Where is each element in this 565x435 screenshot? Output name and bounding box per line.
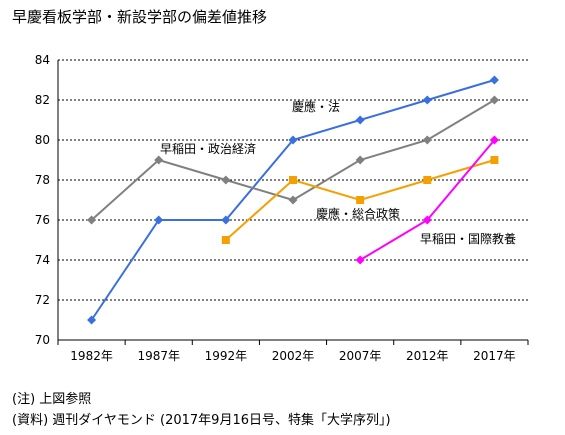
series-label: 早稲田・政治経済 [160, 141, 256, 156]
data-point [422, 135, 432, 145]
data-point [355, 155, 365, 165]
data-point [154, 215, 164, 225]
x-tick-label: 2017年 [473, 349, 516, 363]
y-tick-label: 80 [35, 133, 50, 147]
x-tick-label: 2002年 [272, 349, 315, 363]
data-point [423, 176, 432, 184]
data-point [489, 95, 499, 105]
data-point [288, 135, 298, 145]
data-point [489, 75, 499, 85]
x-tick-label: 2012年 [406, 349, 449, 363]
data-point [490, 156, 499, 164]
data-point [355, 115, 365, 125]
data-point [288, 195, 298, 205]
data-point [221, 215, 231, 225]
data-point [87, 215, 97, 225]
data-point [356, 196, 365, 204]
data-point [422, 215, 432, 225]
note-text: (注) 上図参照 [12, 392, 92, 407]
data-point [221, 236, 230, 244]
y-tick-label: 76 [35, 213, 50, 227]
chart-title: 早慶看板学部・新設学部の偏差値推移 [12, 8, 268, 26]
axes: 70 72 74 76 78 80 82 84 1982年 1987年 1992年 2002年 2007… [35, 53, 529, 363]
y-tick-label: 84 [35, 53, 50, 67]
x-tick-label: 1982年 [70, 349, 113, 363]
x-tick-label: 2007年 [339, 349, 382, 363]
data-point [221, 175, 231, 185]
y-tick-label: 78 [35, 173, 50, 187]
data-point [489, 135, 499, 145]
series-label: 早稲田・国際教養 [420, 231, 516, 246]
x-tick-label: 1992年 [205, 349, 248, 363]
data-point [422, 95, 432, 105]
data-point [289, 176, 297, 184]
series-label: 慶應・法 [292, 99, 340, 114]
series-label: 慶應・総合政策 [316, 206, 400, 221]
y-tick-label: 72 [35, 293, 50, 307]
y-tick-label: 70 [35, 333, 50, 347]
source-text: (資料) 週刊ダイヤモンド (2017年9月16日号、特集「大学序列」) [12, 413, 391, 428]
data-point [355, 255, 365, 265]
data-point [154, 155, 164, 165]
x-tick-label: 1987年 [137, 349, 180, 363]
y-tick-label: 74 [35, 253, 50, 267]
data-point [87, 315, 97, 325]
series-lines [87, 75, 499, 325]
y-tick-label: 82 [35, 93, 50, 107]
